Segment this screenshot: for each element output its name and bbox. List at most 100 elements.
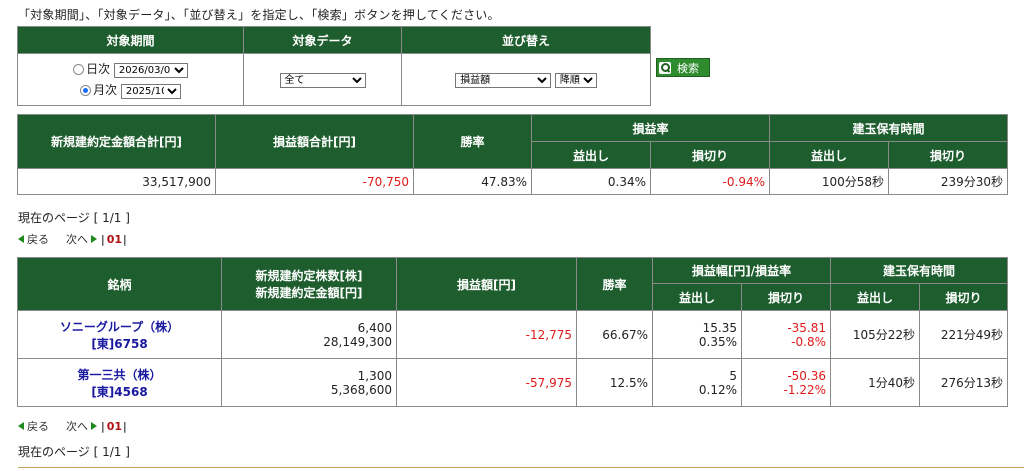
pager-separator: | — [123, 232, 127, 246]
pl-rate-header: 損益率 — [531, 114, 770, 142]
qty-amount-header: 新規建約定株数[株] 新規建約定金額[円] — [221, 257, 397, 311]
qty-amount-cell: 1,300 5,368,600 — [221, 358, 397, 407]
plwidth-header: 損益幅[円]/損益率 — [652, 257, 831, 284]
time-profit-value: 105分22秒 — [830, 310, 920, 359]
pl-value: -57,975 — [396, 358, 577, 407]
time-profit-header: 益出し — [769, 141, 889, 169]
amount-header: 新規建約定金額[円] — [255, 286, 363, 300]
sort-select[interactable]: 損益額 — [455, 72, 552, 88]
current-page-text: 現在のページ [ 1/1 ] — [18, 211, 130, 225]
detail-table: 銘柄 新規建約定株数[株] 新規建約定金額[円] 損益額[円] 勝率 損益幅[円… — [17, 257, 1008, 407]
monthly-select[interactable]: 2025/10 — [120, 84, 181, 99]
summary-table: 新規建約定金額合計[円] 損益額合計[円] 勝率 損益率 建玉保有時間 益出し … — [17, 114, 1008, 195]
time-loss-value: 239分30秒 — [888, 168, 1008, 195]
back-arrow-icon — [18, 422, 24, 430]
rate-profit-value: 0.12% — [698, 382, 737, 397]
hold-time-header: 建玉保有時間 — [830, 257, 1008, 284]
amount-value: 5,368,600 — [330, 382, 392, 397]
width-profit-cell: 15.35 0.35% — [652, 310, 742, 359]
next-link[interactable]: 次へ — [66, 420, 88, 433]
width-profit-value: 15.35 — [702, 320, 737, 335]
data-header: 対象データ — [243, 26, 402, 54]
qty-value: 6,400 — [357, 320, 392, 335]
sort-header: 並び替え — [401, 26, 651, 54]
back-arrow-icon — [18, 235, 24, 243]
time-loss-header: 損切り — [919, 283, 1008, 311]
stock-code-link[interactable]: [東]4568 — [91, 384, 148, 399]
stock-code-link[interactable]: [東]6758 — [91, 336, 148, 351]
winrate-value: 66.67% — [576, 310, 653, 359]
data-select[interactable]: 全て — [279, 72, 366, 88]
pager-separator: | — [101, 419, 105, 433]
stock-name-link[interactable]: 第一三共（株） — [77, 367, 162, 382]
width-loss-cell: -35.81 -0.8% — [741, 310, 831, 359]
page-number: 01 — [106, 232, 123, 246]
stock-cell: ソニーグループ（株） [東]6758 — [17, 310, 222, 359]
next-link[interactable]: 次へ — [66, 233, 88, 246]
rate-loss-value: -0.94% — [650, 168, 770, 195]
current-page-text: 現在のページ [ 1/1 ] — [18, 445, 130, 459]
data-cell: 全て — [243, 53, 402, 106]
rate-profit-header: 益出し — [531, 141, 651, 169]
daily-label: 日次 — [86, 62, 111, 76]
back-link[interactable]: 戻る — [27, 233, 49, 246]
time-loss-header: 損切り — [888, 141, 1008, 169]
sort-cell: 損益額 降順 — [401, 53, 651, 106]
pager-bottom: 戻る 次へ | 01 | — [18, 418, 127, 434]
contract-total-value: 33,517,900 — [17, 168, 216, 195]
filter-table: 対象期間 対象データ 並び替え 日次 2026/03/03 月次 2025/10… — [17, 26, 651, 106]
winrate-header: 勝率 — [576, 257, 653, 311]
width-loss-value: -50.36 — [787, 368, 826, 383]
monthly-label: 月次 — [93, 83, 118, 97]
pager-top: 戻る 次へ | 01 | — [18, 231, 127, 247]
qty-amount-cell: 6,400 28,149,300 — [221, 310, 397, 359]
rate-profit-value: 0.34% — [531, 168, 651, 195]
amount-value: 28,149,300 — [323, 334, 392, 349]
search-button[interactable]: 検索 — [656, 58, 710, 77]
time-profit-value: 1分40秒 — [830, 358, 920, 407]
width-profit-header: 益出し — [652, 283, 742, 311]
search-icon — [659, 61, 671, 74]
time-profit-header: 益出し — [830, 283, 920, 311]
pl-value: -12,775 — [396, 310, 577, 359]
width-loss-value: -35.81 — [787, 320, 826, 335]
daily-select[interactable]: 2026/03/03 — [113, 63, 188, 78]
winrate-value: 47.83% — [413, 168, 532, 195]
winrate-header: 勝率 — [413, 114, 532, 169]
monthly-radio[interactable] — [80, 85, 92, 96]
hold-time-header: 建玉保有時間 — [769, 114, 1008, 142]
qty-value: 1,300 — [357, 368, 392, 383]
pl-header: 損益額[円] — [396, 257, 577, 311]
time-loss-value: 276分13秒 — [919, 358, 1008, 407]
rate-loss-value: -1.22% — [783, 382, 826, 397]
rate-profit-value: 0.35% — [698, 334, 737, 349]
daily-radio[interactable] — [73, 64, 85, 75]
stock-cell: 第一三共（株） [東]4568 — [17, 358, 222, 407]
stock-header: 銘柄 — [17, 257, 222, 311]
contract-total-header: 新規建約定金額合計[円] — [17, 114, 216, 169]
table-row: ソニーグループ（株） [東]6758 6,400 28,149,300 -12,… — [17, 310, 1008, 359]
width-profit-cell: 5 0.12% — [652, 358, 742, 407]
table-row: 第一三共（株） [東]4568 1,300 5,368,600 -57,975 … — [17, 358, 1008, 407]
order-select[interactable]: 降順 — [554, 72, 597, 88]
width-loss-header: 損切り — [741, 283, 831, 311]
winrate-value: 12.5% — [576, 358, 653, 407]
period-header: 対象期間 — [17, 26, 244, 54]
back-link[interactable]: 戻る — [27, 420, 49, 433]
rate-loss-header: 損切り — [650, 141, 770, 169]
page-number: 01 — [106, 419, 123, 433]
pager-separator: | — [101, 232, 105, 246]
pl-total-value: -70,750 — [215, 168, 414, 195]
pager-separator: | — [123, 419, 127, 433]
time-profit-value: 100分58秒 — [769, 168, 889, 195]
width-loss-cell: -50.36 -1.22% — [741, 358, 831, 407]
instruction-text: 「対象期間」、「対象データ」、「並び替え」を指定し、「検索」ボタンを押してくださ… — [18, 8, 500, 22]
qty-header: 新規建約定株数[株] — [255, 269, 363, 283]
search-label: 検索 — [677, 61, 699, 75]
pl-total-header: 損益額合計[円] — [215, 114, 414, 169]
next-arrow-icon — [91, 235, 97, 243]
stock-name-link[interactable]: ソニーグループ（株） — [59, 319, 180, 334]
period-cell: 日次 2026/03/03 月次 2025/10 — [17, 53, 244, 106]
divider — [18, 467, 1024, 468]
rate-loss-value: -0.8% — [791, 334, 826, 349]
